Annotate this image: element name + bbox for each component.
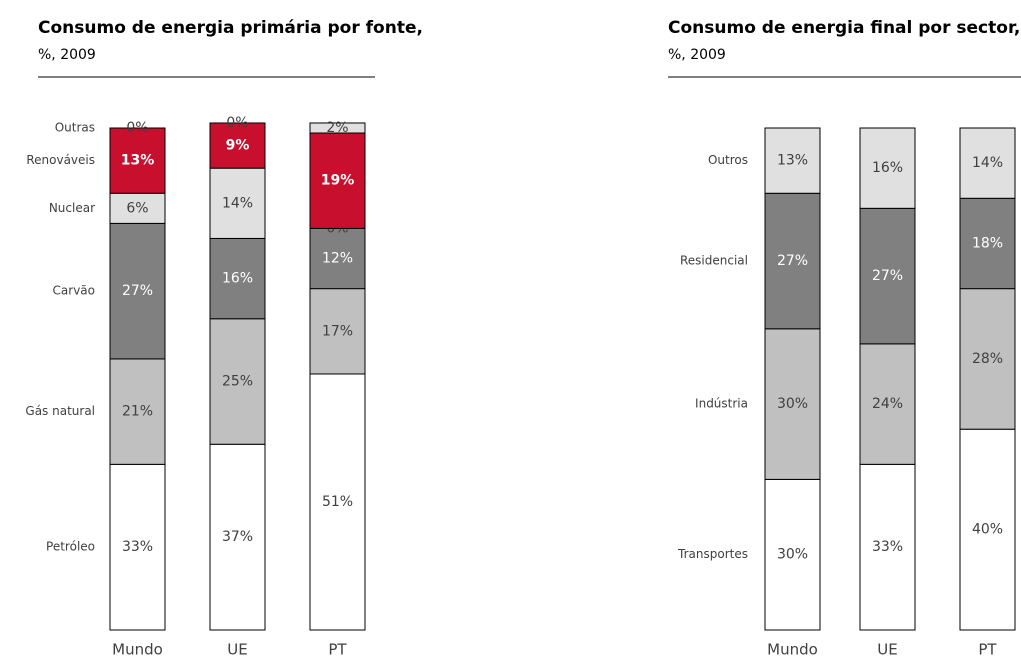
data-label: 12% [322, 251, 353, 267]
bar-segment [109, 192, 166, 224]
x-tick-label: PT [978, 641, 997, 659]
bar-segment [859, 127, 916, 209]
data-label: 14% [222, 195, 253, 211]
bar-segment [764, 127, 821, 194]
bar-segment [109, 463, 166, 631]
data-label: 18% [972, 235, 1003, 251]
bar-segment [209, 443, 266, 631]
chart-title: Consumo de energia primária por fonte, [38, 18, 423, 38]
legend-label: Outras [55, 121, 95, 135]
data-label: 14% [972, 155, 1003, 171]
legend-label: Outros [708, 153, 748, 167]
legend-label: Gás natural [25, 404, 95, 418]
data-label: 28% [972, 351, 1003, 367]
bar-segment [309, 132, 366, 229]
data-label: 40% [972, 522, 1003, 538]
legend-label: Carvão [53, 284, 95, 298]
data-label: 51% [322, 494, 353, 510]
bar-segment [859, 207, 916, 345]
data-label: 2% [326, 120, 348, 136]
data-label: 33% [122, 539, 153, 555]
bar-segment [959, 127, 1016, 199]
x-tick-label: Mundo [767, 641, 818, 659]
data-label: 6% [126, 200, 148, 216]
bar-segment [209, 122, 266, 169]
bar-segment [209, 318, 266, 445]
data-label: 21% [122, 404, 153, 420]
x-tick-label: Mundo [112, 641, 163, 659]
bar-segment [309, 373, 366, 631]
data-label: 17% [322, 323, 353, 339]
data-label: 19% [321, 173, 355, 189]
data-label: 30% [777, 547, 808, 563]
chart-subtitle: %, 2009 [668, 47, 726, 63]
data-label: 16% [872, 160, 903, 176]
data-label: 16% [222, 271, 253, 287]
legend-label: Indústria [695, 397, 748, 411]
bar-segment [859, 343, 916, 465]
chart-title: Consumo de energia final por sector, [668, 18, 1020, 38]
x-tick-label: UE [877, 641, 897, 659]
bar-segment [309, 227, 366, 290]
legend-label: Transportes [677, 547, 748, 561]
bar-segment [764, 328, 821, 480]
bar-segment [209, 237, 266, 320]
data-label: 13% [777, 153, 808, 169]
data-label: 27% [777, 253, 808, 269]
bar-segment [764, 478, 821, 631]
bar-segment [309, 288, 366, 375]
bar-segment [959, 288, 1016, 430]
legend-label: Renováveis [26, 153, 95, 167]
data-label: 27% [122, 283, 153, 299]
legend-label: Nuclear [49, 201, 95, 215]
bar-segment [859, 463, 916, 631]
data-label: 0% [226, 115, 248, 131]
data-label: 13% [121, 153, 155, 169]
data-label: 25% [222, 374, 253, 390]
x-tick-label: UE [227, 641, 247, 659]
data-label: 37% [222, 529, 253, 545]
data-label: 30% [777, 396, 808, 412]
data-label: 0% [126, 120, 148, 136]
bar-segment [209, 167, 266, 239]
bar-segment [309, 122, 366, 134]
x-tick-label: PT [328, 641, 347, 659]
bar-segment [109, 127, 166, 194]
data-label: 9% [226, 138, 250, 154]
data-label: 24% [872, 396, 903, 412]
data-label: 33% [872, 539, 903, 555]
bar-segment [764, 192, 821, 330]
legend-label: Residencial [680, 254, 748, 268]
bar-segment [959, 197, 1016, 290]
bar-segment [109, 358, 166, 465]
chart-subtitle: %, 2009 [38, 47, 96, 63]
legend-label: Petróleo [46, 540, 95, 554]
data-label: 27% [872, 268, 903, 284]
